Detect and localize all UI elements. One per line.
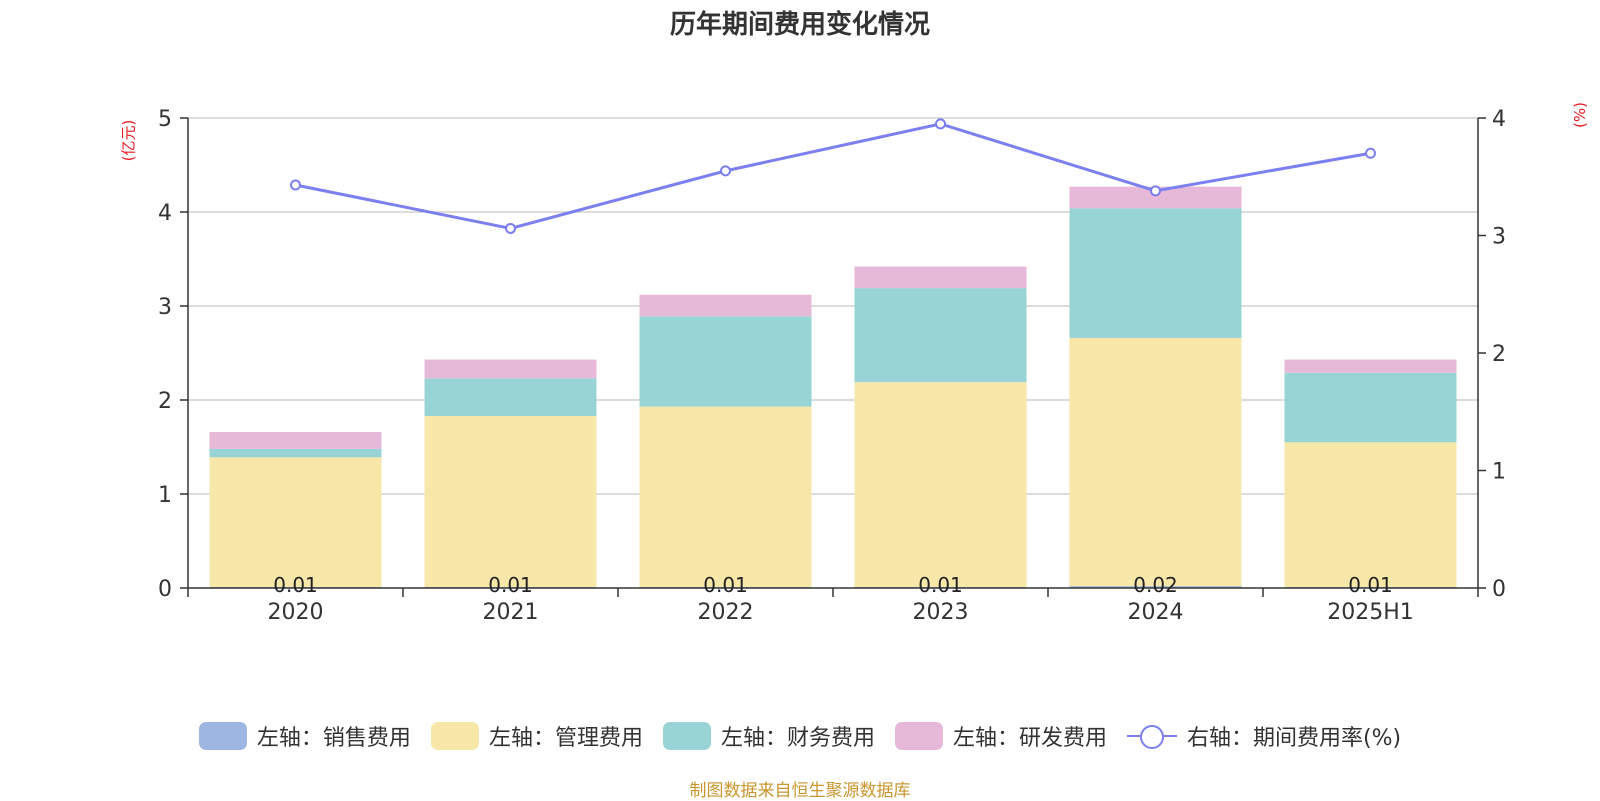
legend: 左轴：销售费用 左轴：管理费用 左轴：财务费用 左轴：研发费用 右轴：期间费用率… <box>0 718 1600 754</box>
bar-finance-2022 <box>639 316 812 407</box>
legend-swatch-rnd <box>894 722 943 750</box>
legend-label-sales: 左轴：销售费用 <box>256 726 411 751</box>
bar-admin-2020 <box>209 457 382 588</box>
x-tick-label-2021: 2021 <box>483 600 539 625</box>
bar-rnd-2020 <box>209 431 382 449</box>
y-right-tick-label-3: 3 <box>1492 225 1506 250</box>
x-tick-label-2024: 2024 <box>1128 600 1184 625</box>
y-left-tick-label-5: 5 <box>158 107 172 132</box>
x-tick-label-2022: 2022 <box>698 600 754 625</box>
expense-rate-line <box>295 122 1371 230</box>
legend-swatch-sales <box>198 722 247 750</box>
y-right-tick-label-4: 4 <box>1492 107 1506 132</box>
bar-admin-2024 <box>1069 337 1242 587</box>
data-label-sales-2025H1: 0.01 <box>1348 573 1393 597</box>
data-label-sales-2023: 0.01 <box>918 573 963 597</box>
y-left-tick-label-1: 1 <box>158 483 172 508</box>
bar-admin-2021 <box>424 415 597 588</box>
expense-rate-point-2023 <box>935 118 946 130</box>
legend-item-expense-rate[interactable]: 右轴：期间费用率(%) <box>1126 720 1402 752</box>
chart-title: 历年期间费用变化情况 <box>669 10 930 40</box>
legend-swatch-expense-rate <box>1126 722 1177 750</box>
bar-admin-2023 <box>854 382 1027 588</box>
legend-item-rnd[interactable]: 左轴：研发费用 <box>894 720 1107 752</box>
y-left-tick-label-2: 2 <box>158 389 172 414</box>
legend-label-expense-rate: 右轴：期间费用率(%) <box>1186 726 1402 751</box>
expense-rate-point-2024 <box>1150 185 1161 197</box>
expense-rate-point-2021 <box>505 222 516 234</box>
x-tick-label-2023: 2023 <box>913 600 969 625</box>
x-tick-label-2020: 2020 <box>268 600 324 625</box>
y-right-tick-label-1: 1 <box>1492 460 1506 485</box>
expense-rate-point-2022 <box>720 165 731 177</box>
legend-item-finance[interactable]: 左轴：财务费用 <box>662 720 875 752</box>
source-note: 制图数据来自恒生聚源数据库 <box>689 781 911 801</box>
bar-finance-2025H1 <box>1284 372 1457 443</box>
legend-label-rnd: 左轴：研发费用 <box>952 726 1107 751</box>
bar-admin-2025H1 <box>1284 442 1457 588</box>
bar-finance-2021 <box>424 378 597 416</box>
data-label-sales-2021: 0.01 <box>488 573 533 597</box>
bar-admin-2022 <box>639 406 812 588</box>
legend-swatch-finance <box>662 722 711 750</box>
y-right-tick-label-2: 2 <box>1492 342 1506 367</box>
expense-rate-point-2025H1 <box>1365 147 1376 159</box>
bar-finance-2020 <box>209 448 382 458</box>
bar-rnd-2023 <box>854 266 1027 289</box>
y-left-tick-label-3: 3 <box>158 295 172 320</box>
bar-rnd-2024 <box>1069 186 1242 209</box>
chart-canvas: 0 1 2 3 4 5 0 1 2 3 4 2020 2021 2022 2023 2024 2025H1 0.0… <box>158 107 1506 625</box>
y-left-tick-label-0: 0 <box>158 577 172 602</box>
bar-rnd-2021 <box>424 359 597 379</box>
bar-rnd-2025H1 <box>1284 359 1457 373</box>
data-label-sales-2024: 0.02 <box>1133 573 1178 597</box>
data-label-sales-2022: 0.01 <box>703 573 748 597</box>
legend-label-finance: 左轴：财务费用 <box>720 726 875 751</box>
legend-swatch-admin <box>430 722 479 750</box>
x-tick-label-2025H1: 2025H1 <box>1327 600 1414 625</box>
bar-finance-2023 <box>854 288 1027 383</box>
bar-rnd-2022 <box>639 294 812 317</box>
y-left-tick-label-4: 4 <box>158 201 172 226</box>
bar-finance-2024 <box>1069 208 1242 338</box>
legend-label-admin: 左轴：管理费用 <box>488 726 643 751</box>
bar-sales-2024 <box>1069 586 1242 588</box>
data-label-sales-2020: 0.01 <box>273 573 318 597</box>
expense-rate-point-2020 <box>290 179 301 191</box>
y-right-tick-label-0: 0 <box>1492 577 1506 602</box>
legend-item-sales[interactable]: 左轴：销售费用 <box>198 720 411 752</box>
legend-item-admin[interactable]: 左轴：管理费用 <box>430 720 643 752</box>
